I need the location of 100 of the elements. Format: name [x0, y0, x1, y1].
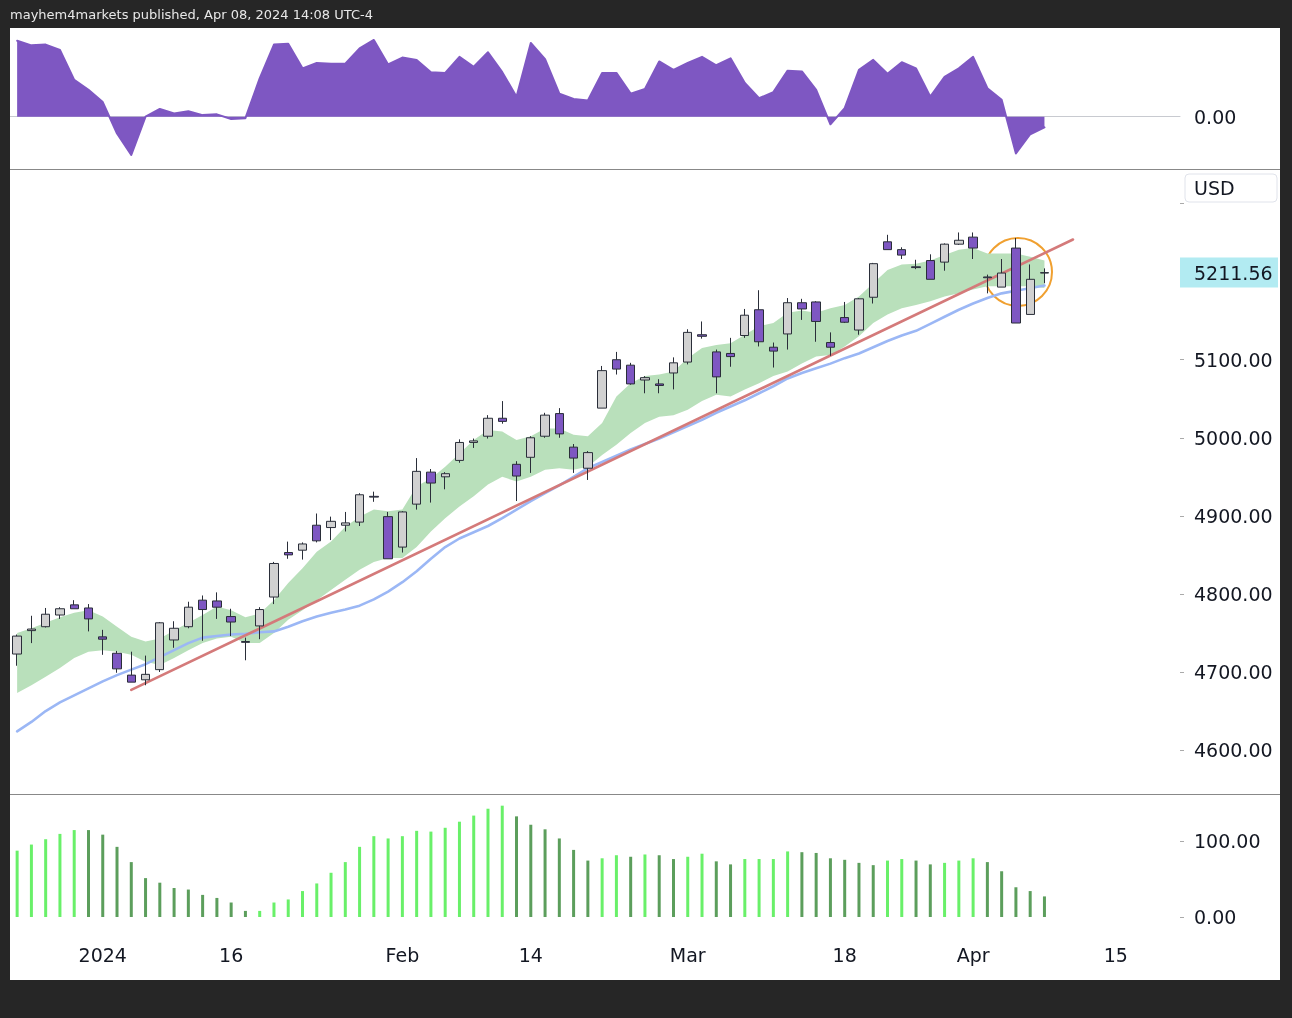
x-tick-label: 15 [1103, 943, 1128, 966]
y-tick-label: 4600.00 [1194, 739, 1273, 762]
bar [771, 859, 775, 917]
candlestick [141, 655, 150, 686]
bar [329, 872, 333, 917]
candlestick [169, 620, 179, 649]
candlestick [826, 331, 835, 357]
bar [871, 865, 875, 917]
bar [586, 860, 590, 917]
x-tick-label: 16 [219, 943, 244, 966]
candlestick [298, 541, 307, 561]
candlestick [569, 443, 578, 474]
candlestick [155, 621, 164, 673]
candlestick [997, 258, 1006, 288]
bar [671, 859, 675, 917]
candlestick [469, 438, 478, 449]
bar [543, 829, 547, 917]
candlestick [683, 328, 692, 365]
candlestick [583, 450, 593, 481]
bar [686, 856, 690, 917]
bar [971, 858, 975, 917]
bar [857, 862, 861, 917]
y-tick-label: 0.00 [1194, 906, 1237, 928]
candlestick [712, 349, 721, 394]
candlestick [55, 606, 65, 620]
candlestick [112, 650, 122, 674]
bar [386, 838, 390, 917]
text: 5211.56 [1194, 261, 1273, 284]
bar [657, 855, 661, 917]
candlestick [312, 513, 321, 543]
candlestick [655, 378, 664, 394]
candlestick [426, 468, 436, 504]
bar [144, 878, 148, 917]
candlestick [341, 511, 350, 532]
bar [914, 860, 918, 917]
candlestick [512, 460, 521, 502]
candlestick [441, 471, 450, 490]
candlestick [369, 491, 379, 503]
candlestick [954, 231, 964, 246]
bar [714, 861, 718, 917]
candlestick [383, 511, 393, 560]
bar [415, 830, 419, 917]
candlestick [726, 337, 735, 368]
candlestick [455, 438, 464, 464]
bar [1042, 896, 1046, 917]
candlestick [84, 603, 93, 632]
bar [943, 862, 947, 917]
candlestick [783, 297, 792, 351]
x-tick-label: 18 [832, 943, 857, 966]
y-tick-label: 4900.00 [1194, 504, 1273, 527]
bar [515, 816, 519, 917]
bar [44, 839, 48, 917]
bar [315, 883, 319, 917]
candlestick [198, 594, 207, 642]
bar [1000, 871, 1004, 917]
bar [500, 805, 504, 917]
candlestick [940, 242, 949, 272]
x-tick-label: Feb [385, 943, 420, 966]
y-tick-label: 5000.00 [1194, 426, 1273, 449]
candlestick [269, 561, 279, 605]
bar [172, 888, 176, 917]
candlestick [640, 375, 650, 394]
candlestick [398, 510, 407, 554]
bar [115, 846, 119, 917]
bar [600, 858, 604, 917]
y-tick-label: 4800.00 [1194, 582, 1273, 605]
candlestick [355, 492, 364, 527]
candlestick [212, 591, 222, 620]
x-tick-label: 14 [518, 943, 543, 966]
candlestick [968, 231, 978, 260]
y-tick-label: 4700.00 [1194, 660, 1273, 683]
bar [343, 862, 347, 917]
bar [643, 854, 647, 917]
candlestick [597, 365, 607, 409]
bar [800, 852, 804, 917]
bar [743, 859, 747, 917]
candlestick [612, 351, 621, 376]
bar [372, 836, 376, 917]
candlestick [1026, 263, 1035, 315]
x-tick-label: Mar [669, 943, 706, 966]
bar [529, 824, 533, 917]
bar [186, 889, 190, 917]
candlestick [70, 599, 79, 610]
bar [258, 910, 262, 917]
candlestick [526, 435, 535, 474]
bar [814, 852, 818, 917]
bar [786, 851, 790, 917]
bar [757, 859, 761, 917]
candlestick [12, 634, 22, 667]
candlestick [983, 274, 992, 294]
candlestick [98, 629, 107, 656]
candlestick [669, 356, 678, 390]
candlestick [754, 289, 764, 347]
bar [158, 882, 162, 917]
bar [1028, 891, 1032, 917]
bar [15, 850, 19, 917]
candlestick [498, 400, 507, 425]
bar [429, 831, 433, 917]
x-tick-label: Apr [956, 943, 990, 966]
bar [201, 894, 205, 917]
